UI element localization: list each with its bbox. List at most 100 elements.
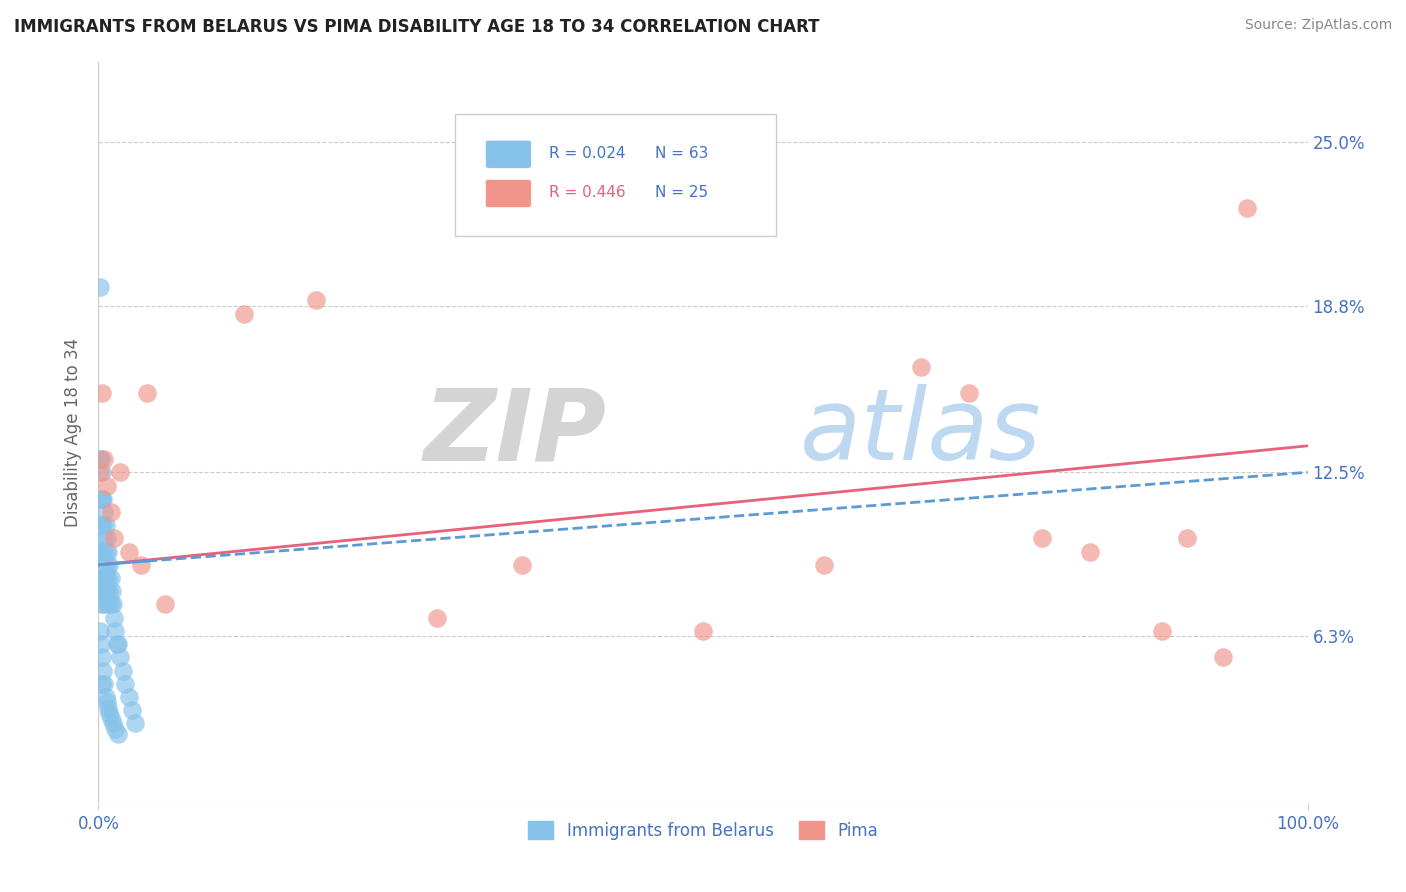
Point bbox=[1152, 624, 1174, 638]
Text: N = 63: N = 63 bbox=[655, 146, 709, 161]
Point bbox=[91, 491, 114, 506]
Point bbox=[97, 571, 120, 585]
Point bbox=[1078, 544, 1101, 558]
Point bbox=[89, 465, 111, 479]
Point bbox=[91, 491, 114, 506]
Point bbox=[97, 700, 120, 714]
Point bbox=[91, 598, 114, 612]
Point bbox=[692, 624, 714, 638]
Text: ZIP: ZIP bbox=[423, 384, 606, 481]
Point bbox=[96, 532, 118, 546]
Point bbox=[104, 624, 127, 638]
Point bbox=[89, 452, 111, 467]
Point bbox=[89, 624, 111, 638]
Point bbox=[124, 716, 146, 731]
Legend: Immigrants from Belarus, Pima: Immigrants from Belarus, Pima bbox=[522, 814, 884, 847]
Point bbox=[104, 722, 127, 736]
Point bbox=[93, 452, 115, 467]
Point bbox=[1212, 650, 1234, 665]
Point bbox=[1236, 201, 1258, 215]
Point bbox=[94, 571, 117, 585]
Point bbox=[510, 558, 533, 572]
Point bbox=[100, 571, 122, 585]
Point bbox=[103, 610, 125, 624]
Point bbox=[101, 716, 124, 731]
Point bbox=[91, 571, 114, 585]
FancyBboxPatch shape bbox=[456, 114, 776, 236]
Point bbox=[91, 650, 114, 665]
Point bbox=[89, 280, 111, 294]
Text: atlas: atlas bbox=[800, 384, 1042, 481]
Point bbox=[91, 664, 114, 678]
Point bbox=[108, 465, 131, 479]
Point bbox=[89, 518, 111, 533]
Point bbox=[153, 598, 176, 612]
Point bbox=[135, 386, 157, 401]
Point bbox=[89, 584, 111, 599]
Point bbox=[305, 293, 328, 308]
Point bbox=[91, 571, 114, 585]
Point bbox=[90, 452, 112, 467]
Point bbox=[118, 544, 141, 558]
Point bbox=[957, 386, 980, 401]
Point bbox=[93, 505, 115, 519]
Point bbox=[90, 491, 112, 506]
Point bbox=[107, 727, 129, 741]
Point bbox=[91, 598, 114, 612]
Point bbox=[90, 544, 112, 558]
Text: R = 0.024: R = 0.024 bbox=[550, 146, 626, 161]
Point bbox=[100, 584, 122, 599]
Point bbox=[94, 518, 117, 533]
Text: R = 0.446: R = 0.446 bbox=[550, 186, 626, 200]
Point bbox=[105, 637, 128, 651]
Point bbox=[91, 544, 114, 558]
Point bbox=[100, 505, 122, 519]
Point bbox=[98, 558, 121, 572]
Point bbox=[97, 544, 120, 558]
Text: IMMIGRANTS FROM BELARUS VS PIMA DISABILITY AGE 18 TO 34 CORRELATION CHART: IMMIGRANTS FROM BELARUS VS PIMA DISABILI… bbox=[14, 18, 820, 36]
Point bbox=[90, 518, 112, 533]
Point bbox=[910, 359, 932, 374]
Point bbox=[426, 610, 449, 624]
Point bbox=[108, 650, 131, 665]
Point bbox=[101, 598, 124, 612]
Point bbox=[103, 532, 125, 546]
Point bbox=[91, 518, 114, 533]
Point bbox=[232, 307, 254, 321]
Point bbox=[100, 598, 122, 612]
Point bbox=[1031, 532, 1053, 546]
Point bbox=[96, 478, 118, 492]
Point bbox=[93, 677, 115, 691]
Point bbox=[91, 677, 114, 691]
Point bbox=[129, 558, 152, 572]
Text: Source: ZipAtlas.com: Source: ZipAtlas.com bbox=[1244, 18, 1392, 32]
Point bbox=[91, 465, 114, 479]
Point bbox=[96, 584, 118, 599]
Point bbox=[111, 664, 134, 678]
Point bbox=[114, 677, 136, 691]
Point bbox=[98, 706, 121, 720]
Point bbox=[93, 558, 115, 572]
FancyBboxPatch shape bbox=[485, 179, 531, 208]
Point bbox=[94, 544, 117, 558]
Point bbox=[90, 637, 112, 651]
Point bbox=[96, 695, 118, 709]
Point bbox=[91, 386, 114, 401]
Point bbox=[90, 584, 112, 599]
Point bbox=[121, 703, 143, 717]
Point bbox=[97, 598, 120, 612]
Point bbox=[1175, 532, 1198, 546]
FancyBboxPatch shape bbox=[485, 140, 531, 169]
Y-axis label: Disability Age 18 to 34: Disability Age 18 to 34 bbox=[65, 338, 83, 527]
Point bbox=[813, 558, 835, 572]
Point bbox=[98, 584, 121, 599]
Point bbox=[94, 690, 117, 704]
Text: N = 25: N = 25 bbox=[655, 186, 707, 200]
Point bbox=[118, 690, 141, 704]
Point bbox=[107, 637, 129, 651]
Point bbox=[96, 558, 118, 572]
Point bbox=[100, 711, 122, 725]
Point bbox=[93, 532, 115, 546]
Point bbox=[93, 584, 115, 599]
Point bbox=[91, 518, 114, 533]
